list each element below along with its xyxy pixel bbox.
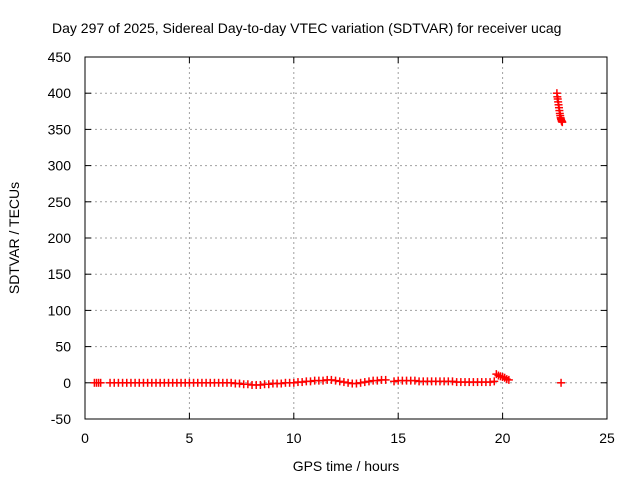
y-tick-label: 200 <box>48 230 72 246</box>
tick-labels: 0 5 10 15 20 25 -50 0 50 100 150 200 250 300 350 400 450 <box>48 49 615 446</box>
data-point <box>557 378 566 387</box>
data-point <box>490 377 499 386</box>
x-tick-label: 15 <box>390 430 406 446</box>
y-tick-label: 450 <box>48 49 72 65</box>
y-tick-label: -50 <box>51 411 71 427</box>
data-point <box>381 375 390 384</box>
y-tick-label: 350 <box>48 121 72 137</box>
data-point <box>504 375 513 384</box>
y-tick-label: 150 <box>48 266 72 282</box>
y-axis-label: SDTVAR / TECUs <box>6 182 22 294</box>
x-tick-label: 5 <box>186 430 194 446</box>
chart-title: Day 297 of 2025, Sidereal Day-to-day VTE… <box>52 20 561 36</box>
data-point <box>96 378 105 387</box>
x-axis-label: GPS time / hours <box>293 458 400 474</box>
y-tick-label: 0 <box>63 375 71 391</box>
x-tick-label: 25 <box>599 430 615 446</box>
data-point <box>558 118 567 127</box>
x-tick-label: 0 <box>81 430 89 446</box>
y-tick-label: 50 <box>55 339 71 355</box>
data-points <box>90 89 567 389</box>
x-tick-label: 20 <box>495 430 511 446</box>
x-tick-label: 10 <box>286 430 302 446</box>
y-tick-label: 100 <box>48 302 72 318</box>
y-tick-label: 300 <box>48 158 72 174</box>
y-tick-label: 400 <box>48 85 72 101</box>
y-tick-label: 250 <box>48 194 72 210</box>
plot-frame <box>84 56 608 420</box>
